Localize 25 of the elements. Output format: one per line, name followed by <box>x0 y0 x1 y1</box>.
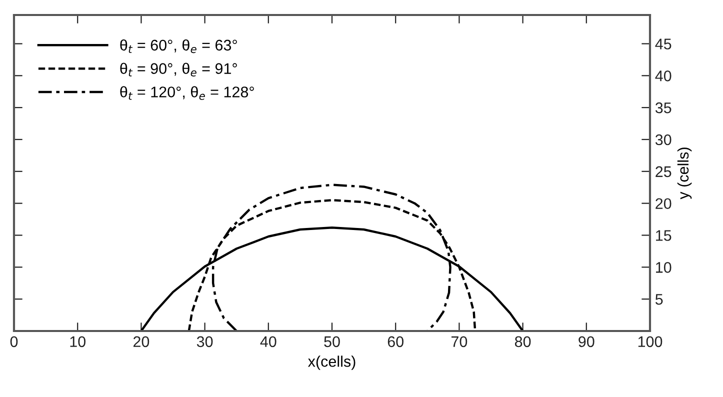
x-tick-label: 60 <box>388 336 404 348</box>
x-tick-label: 30 <box>196 336 213 348</box>
legend-label: θ$_{t}$ = 120°, θ$_{e}$ = 128° <box>120 86 254 100</box>
y-axis-title: y (cells) <box>677 148 692 200</box>
legend-label: θ$_{t}$ = 60°, θ$_{e}$ = 63° <box>120 39 237 54</box>
legend-label: θ$_{t}$ = 90°, θ$_{e}$ = 91° <box>120 62 237 76</box>
x-tick-label: 10 <box>70 336 86 348</box>
y-tick-label: 20 <box>656 198 672 210</box>
y-tick-label: 40 <box>655 70 672 82</box>
y-tick-label: 15 <box>656 230 672 241</box>
x-tick-label: 80 <box>514 336 531 348</box>
y-tick-label: 45 <box>655 38 672 50</box>
x-tick-label: 40 <box>260 336 276 348</box>
y-tick-label: 30 <box>655 134 672 146</box>
y-tick-label: 5 <box>655 294 663 305</box>
y-tick-label: 10 <box>656 262 672 273</box>
x-tick-label: 50 <box>324 336 340 348</box>
x-tick-label: 70 <box>451 336 468 348</box>
x-tick-label: 20 <box>133 336 150 348</box>
x-tick-label: 90 <box>578 336 594 348</box>
y-tick-label: 25 <box>656 166 672 178</box>
x-tick-label: 0 <box>10 336 18 348</box>
x-axis-title: x(cells) <box>308 356 356 370</box>
x-tick-label: 100 <box>638 336 662 348</box>
y-tick-label: 35 <box>655 102 672 114</box>
